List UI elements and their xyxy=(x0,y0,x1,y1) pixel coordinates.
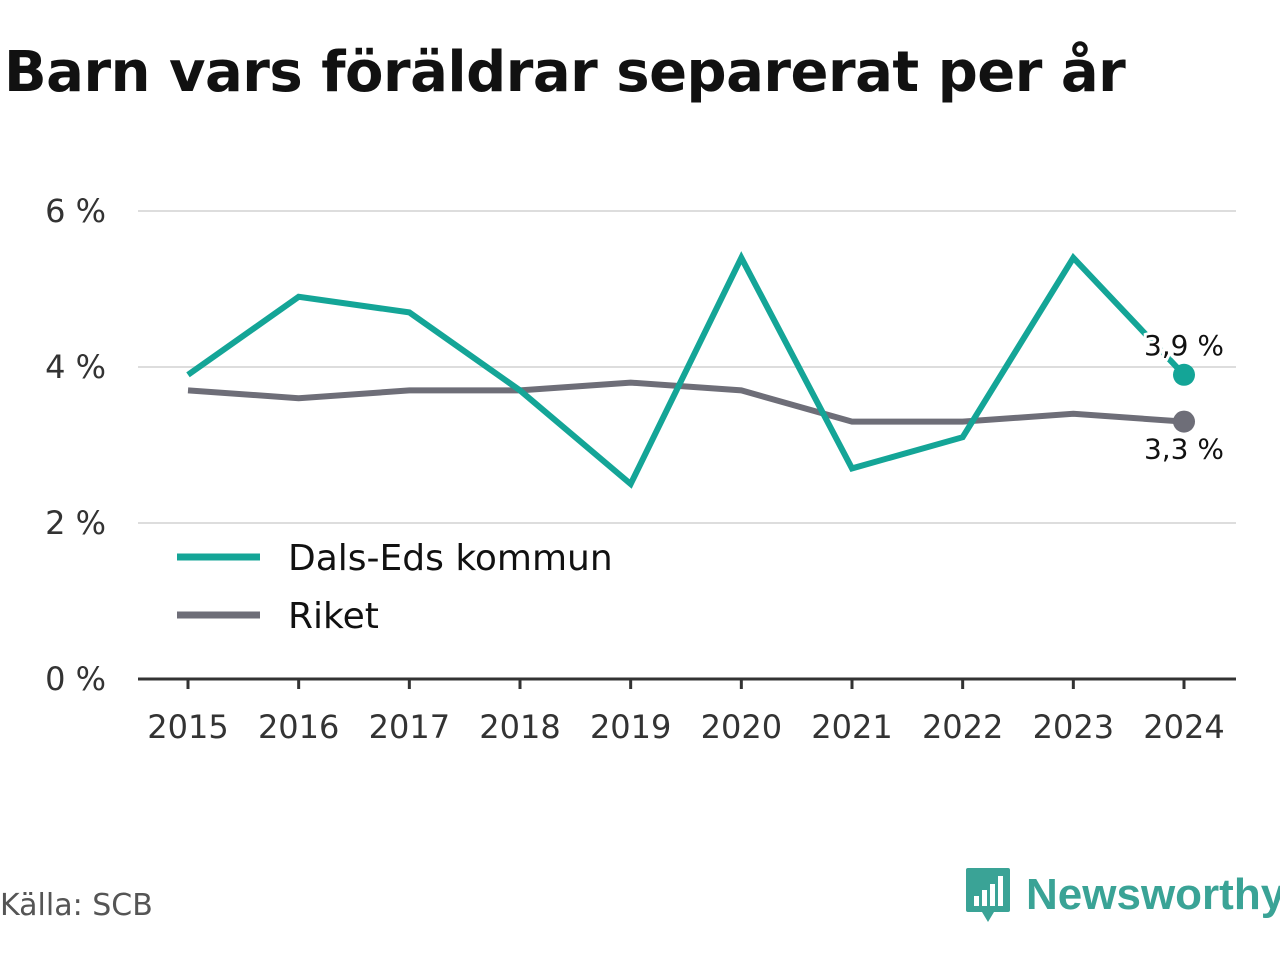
y-tick-label: 2 % xyxy=(45,504,106,542)
x-tick-label: 2019 xyxy=(590,708,671,746)
legend: Dals-Eds kommun Riket xyxy=(177,538,613,637)
y-tick-label: 4 % xyxy=(45,348,106,386)
end-point-dals-eds xyxy=(1173,363,1195,386)
x-tick-label: 2022 xyxy=(922,708,1003,746)
end-point-riket xyxy=(1173,410,1195,433)
y-tick-label: 0 % xyxy=(45,660,106,698)
series-lines xyxy=(186,251,1195,489)
line-chart: 0 % 2 % 4 % 6 % 2015 2016 2017 2018 2019 2020 202… xyxy=(45,192,1236,746)
brand-logo: Newsworthy xyxy=(964,866,1280,924)
brand-name: Newsworthy xyxy=(1026,870,1280,919)
x-axis: 2015 2016 2017 2018 2019 2020 2021 2022 2023 2024 xyxy=(138,677,1236,746)
legend-label: Dals-Eds kommun xyxy=(288,538,613,579)
y-axis-tick-labels: 0 % 2 % 4 % 6 % xyxy=(45,192,106,698)
x-tick-label: 2020 xyxy=(701,708,782,746)
x-tick-label: 2015 xyxy=(147,708,228,746)
source-note: Källa: SCB xyxy=(0,888,153,923)
x-tick-label: 2021 xyxy=(811,708,892,746)
y-tick-label: 6 % xyxy=(45,192,106,230)
x-tick-label: 2023 xyxy=(1033,708,1114,746)
x-tick-label: 2016 xyxy=(258,708,339,746)
end-value-label-riket: 3,3 % xyxy=(1144,433,1224,466)
x-tick-label: 2018 xyxy=(479,708,560,746)
newsworthy-logo-icon xyxy=(966,868,1010,922)
chart-title: Barn vars föräldrar separerat per år xyxy=(4,40,1126,105)
end-value-labels: 3,9 % 3,3 % xyxy=(1141,326,1227,469)
x-tick-label: 2017 xyxy=(369,708,450,746)
series-line-dals-eds xyxy=(186,251,1187,489)
end-value-label-dals-eds: 3,9 % xyxy=(1144,329,1224,362)
x-tick-label: 2024 xyxy=(1143,708,1224,746)
series-line-riket xyxy=(187,379,1185,425)
legend-label: Riket xyxy=(288,596,379,637)
